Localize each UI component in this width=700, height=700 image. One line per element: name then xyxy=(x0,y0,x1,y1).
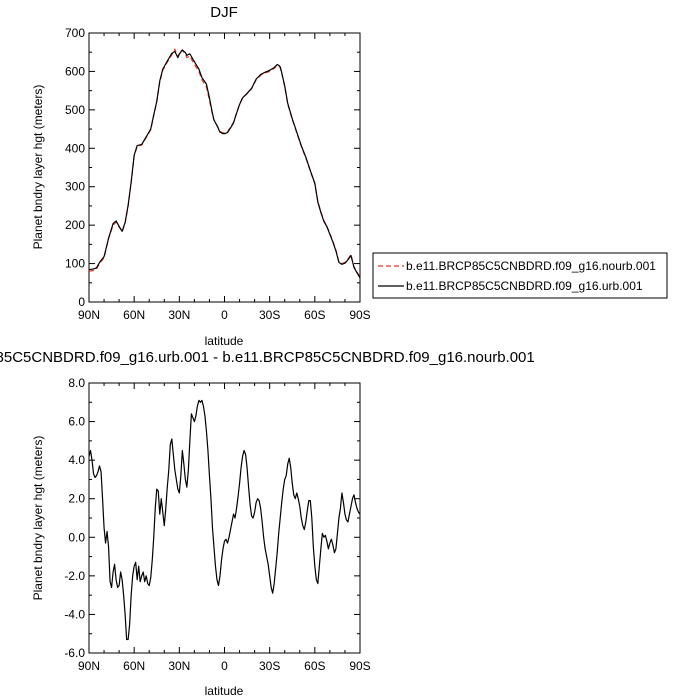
top-chart-panel: DJF 90N 60N 30N 0 30S 60S 90S 0 100 200 300 400 500 6… xyxy=(31,4,371,348)
top-chart-x-axis-label: latitude xyxy=(205,334,244,348)
series-line-0-1 xyxy=(88,49,361,279)
bottom-chart-y-axis-label: Planet bndry layer hgt (meters) xyxy=(31,436,45,601)
bottom-chart-frame xyxy=(88,382,361,654)
y-tick-label: 100 xyxy=(65,257,85,271)
y-tick-label: 4.0 xyxy=(68,453,85,467)
series-line-1-0 xyxy=(88,399,361,641)
bottom-chart-panel: b.e11.BRCP85C5CNBDRD.f09_g16.urb.001 - b… xyxy=(0,349,535,698)
legend-label-urb: b.e11.BRCP85C5CNBDRD.f09_g16.urb.001 xyxy=(406,279,643,293)
bottom-chart-x-axis-label: latitude xyxy=(205,684,244,698)
x-tick-label: 90S xyxy=(349,659,370,673)
y-tick-label: -6.0 xyxy=(64,646,85,660)
bottom-chart-ticks xyxy=(88,382,361,654)
y-tick-label: 300 xyxy=(65,180,85,194)
bottom-chart-tick-labels: 90N 60N 30N 0 30S 60S 90S -6.0 -4.0 -2.0 0.0 2.0 4.0… xyxy=(64,376,370,673)
x-tick-label: 90N xyxy=(78,659,100,673)
top-chart-tick-labels: 90N 60N 30N 0 30S 60S 90S 0 100 200 300 400 500 600 70… xyxy=(65,26,371,322)
x-tick-label: 60N xyxy=(123,308,145,322)
x-tick-label: 30N xyxy=(168,659,190,673)
series-line-0-0 xyxy=(88,48,361,278)
x-tick-label: 60N xyxy=(123,659,145,673)
y-tick-label: 600 xyxy=(65,64,85,78)
y-tick-label: -4.0 xyxy=(64,607,85,621)
legend: b.e11.BRCP85C5CNBDRD.f09_g16.nourb.001 b… xyxy=(372,252,668,299)
x-tick-label: 90N xyxy=(78,308,100,322)
y-tick-label: 700 xyxy=(65,26,85,40)
x-tick-label: 0 xyxy=(221,308,228,322)
y-tick-label: 0 xyxy=(78,295,85,309)
y-tick-label: 500 xyxy=(65,103,85,117)
y-tick-label: 2.0 xyxy=(68,492,85,506)
top-chart-title: DJF xyxy=(210,4,238,21)
y-tick-label: 6.0 xyxy=(68,415,85,429)
top-chart-ticks xyxy=(88,32,361,303)
legend-label-nourb: b.e11.BRCP85C5CNBDRD.f09_g16.nourb.001 xyxy=(406,259,656,273)
y-tick-label: 400 xyxy=(65,141,85,155)
x-tick-label: 30S xyxy=(259,308,280,322)
legend-box xyxy=(372,252,668,299)
top-chart-frame xyxy=(88,32,361,303)
y-tick-label: -2.0 xyxy=(64,569,85,583)
x-tick-label: 60S xyxy=(304,659,325,673)
x-tick-label: 90S xyxy=(349,308,370,322)
x-tick-label: 30S xyxy=(259,659,280,673)
x-tick-label: 60S xyxy=(304,308,325,322)
top-chart-series xyxy=(88,48,361,279)
bottom-chart-series xyxy=(88,399,361,641)
y-tick-label: 0.0 xyxy=(68,530,85,544)
y-tick-label: 8.0 xyxy=(68,376,85,390)
x-tick-label: 30N xyxy=(168,308,190,322)
bottom-chart-title: b.e11.BRCP85C5CNBDRD.f09_g16.urb.001 - b… xyxy=(0,349,535,366)
top-chart-y-axis-label: Planet bndry layer hgt (meters) xyxy=(31,85,45,250)
x-tick-label: 0 xyxy=(221,659,228,673)
y-tick-label: 200 xyxy=(65,218,85,232)
